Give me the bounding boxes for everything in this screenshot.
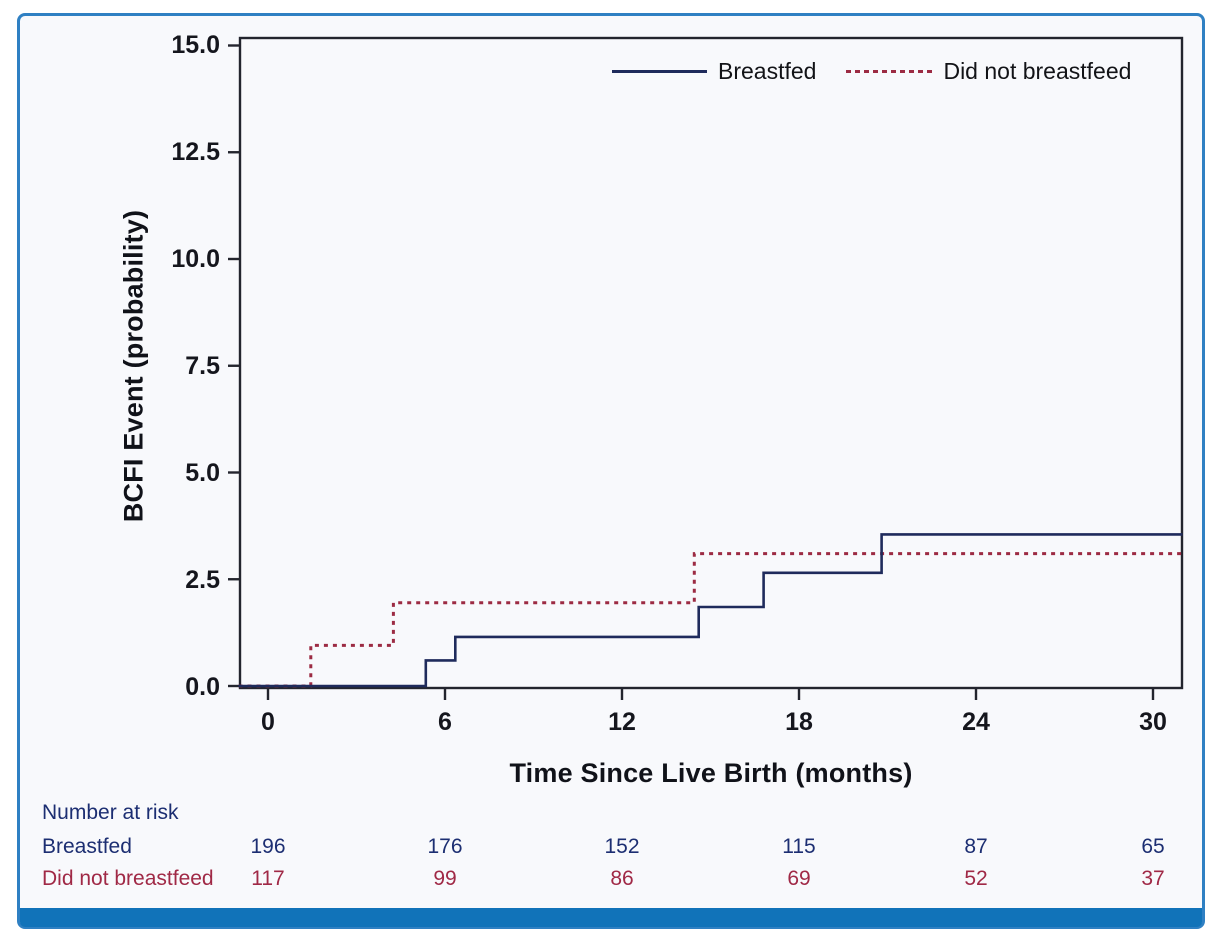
x-tick-label: 18 [785,708,813,736]
x-tick-label: 6 [438,708,452,736]
risk-value: 99 [433,867,457,890]
footer-bar [20,908,1202,927]
legend-label-breastfed: Breastfed [718,58,817,84]
x-tick-label: 12 [608,708,636,736]
risk-value: 87 [964,835,988,858]
risk-value: 117 [251,867,285,890]
legend-solid-line-swatch [612,70,707,73]
risk-value: 86 [610,867,634,890]
y-tick-label: 7.5 [185,352,220,380]
risk-value: 152 [604,835,640,858]
y-tick-label: 0.0 [185,673,220,701]
figure-border [17,13,1205,929]
series-line-did-not-breastfeed [238,552,1183,688]
y-tick-label: 10.0 [171,245,220,273]
y-tick-label: 15.0 [171,31,220,59]
series-line-breastfed [238,533,1183,688]
y-tick-label: 2.5 [185,566,220,594]
risk-table-title: Number at risk [42,801,179,824]
plot-frame [238,36,1184,690]
risk-value: 37 [1141,867,1165,890]
legend-label-did-not-breastfeed: Did not breastfeed [943,58,1132,84]
x-tick-label: 0 [261,708,275,736]
x-axis-title: Time Since Live Birth (months) [509,758,913,788]
y-tick-label: 5.0 [185,459,220,487]
risk-value: 115 [782,835,816,858]
risk-row-label-did-not-breastfeed: Did not breastfeed [42,867,214,890]
risk-value: 69 [787,867,811,890]
risk-row-label-breastfed: Breastfed [42,835,132,858]
x-tick-label: 24 [962,708,990,736]
y-tick-label: 12.5 [171,138,220,166]
risk-value: 65 [1141,835,1165,858]
legend: Breastfed Did not breastfeed [612,58,1131,85]
legend-dotted-line-swatch [846,70,933,73]
risk-value: 196 [250,835,286,858]
x-tick-label: 30 [1139,708,1167,736]
risk-value: 176 [427,835,463,858]
risk-value: 52 [964,867,988,890]
